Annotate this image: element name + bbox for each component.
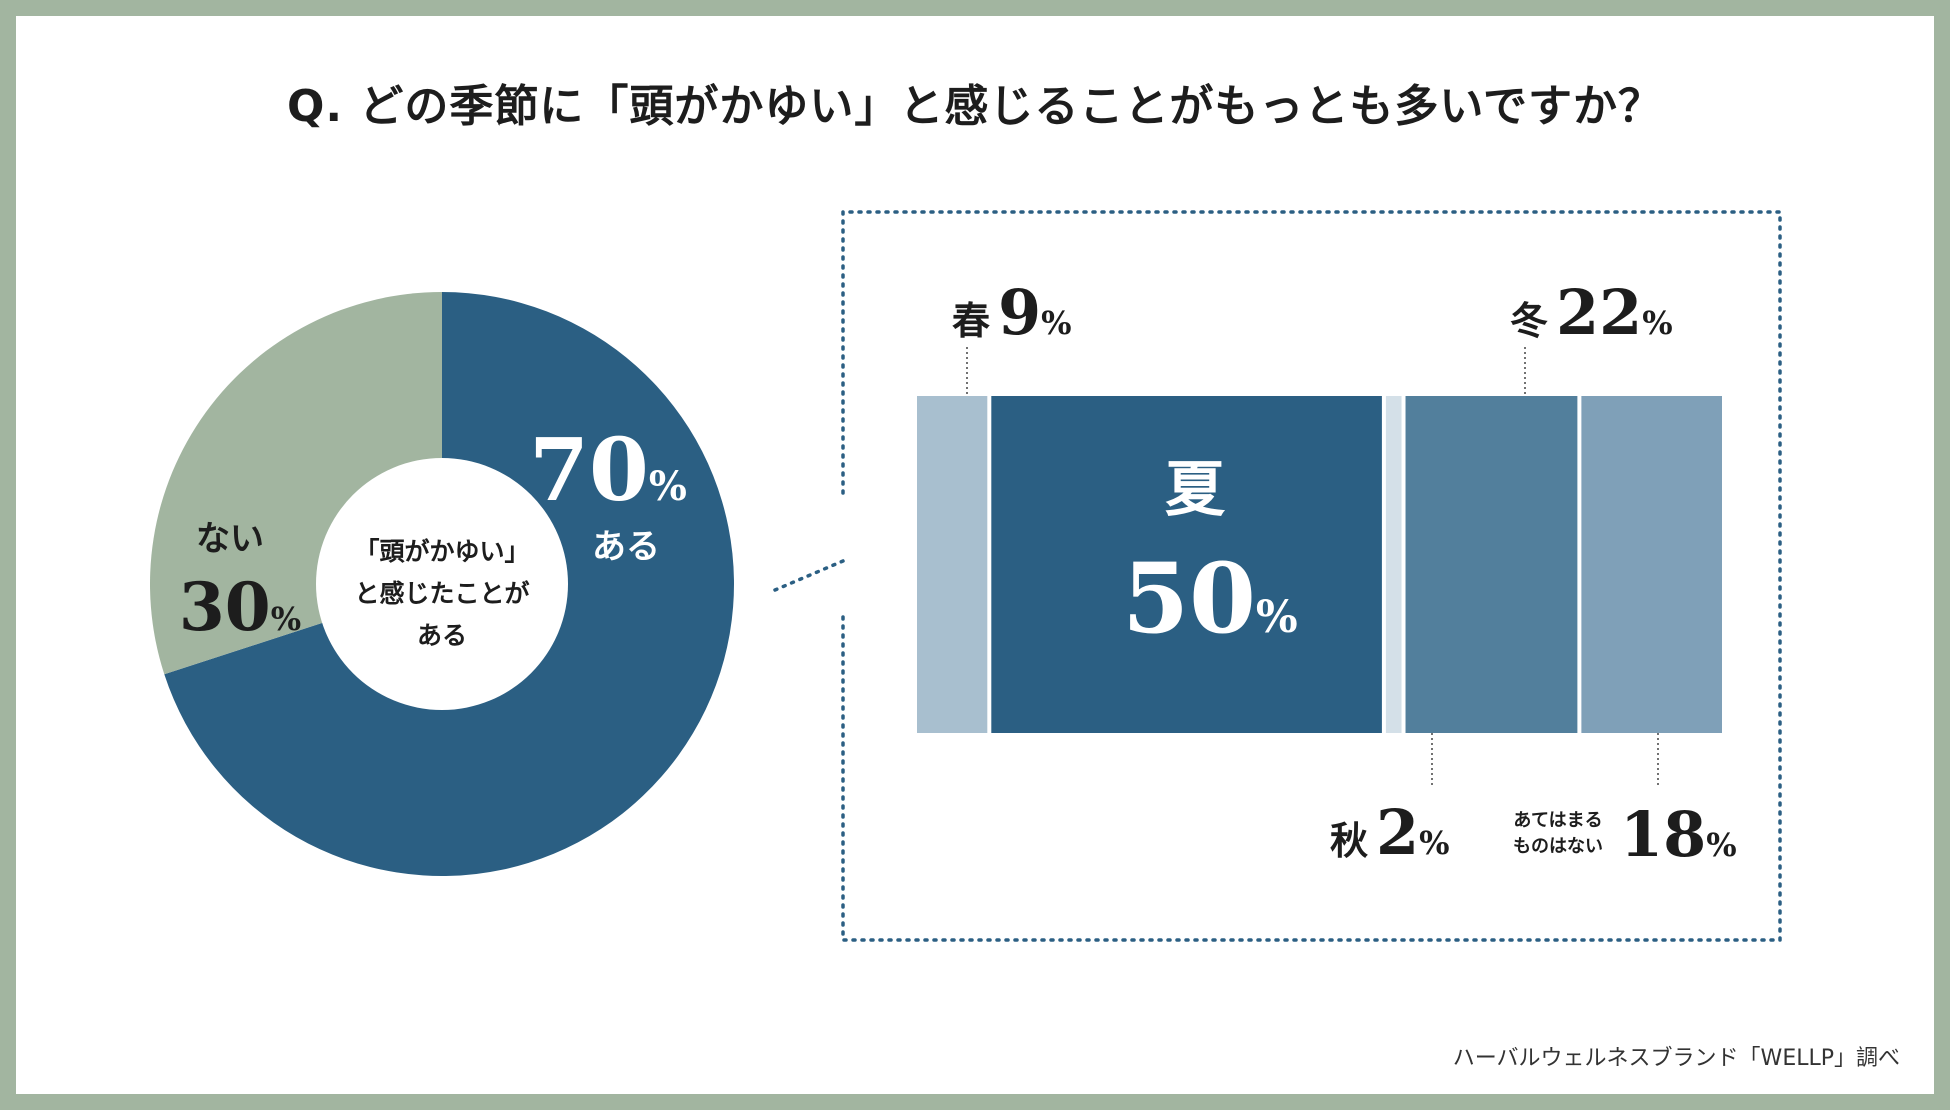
segment-winter-unit: % — [1642, 304, 1672, 342]
slice-aru-label: ある — [592, 527, 660, 567]
donut-chart: 「頭がかゆい」 と感じたことが ある 70% ある ない 30% — [149, 292, 735, 876]
bar-segment-spring — [917, 396, 988, 733]
slice-nai-unit: % — [271, 600, 301, 638]
segment-summer-label: 夏 — [1165, 455, 1226, 525]
segment-spring-unit: % — [1041, 304, 1071, 342]
season-stacked-bar — [917, 396, 1722, 733]
segment-summer-value: 50 — [1122, 542, 1256, 655]
bar-segment-none — [1581, 396, 1722, 733]
segment-none-label-line-2: ものはない — [1513, 836, 1603, 857]
chart-title: Q. どの季節に「頭がかゆい」と感じることがもっとも多いですか？ — [286, 81, 1664, 132]
segment-autumn-label: 秋 — [1330, 819, 1368, 863]
donut-center-label-line-2: と感じたことが — [354, 579, 529, 608]
segment-winter-value-label: 冬 22% — [1510, 276, 1673, 349]
segment-autumn-unit: % — [1419, 824, 1449, 862]
bar-segment-summer — [991, 396, 1382, 733]
segment-autumn-value-label: 秋 2% — [1330, 796, 1450, 869]
segment-spring-value-label: 春 9% — [952, 276, 1072, 349]
segment-autumn-value: 2 — [1376, 796, 1419, 869]
segment-none-label-line-1: あてはまる — [1513, 810, 1602, 831]
segment-none-unit: % — [1706, 826, 1736, 864]
segment-winter-label: 冬 — [1510, 299, 1548, 343]
segment-none-value-label: 18% — [1620, 798, 1737, 871]
slice-nai-label: ない — [196, 519, 264, 559]
bar-segment-winter — [1405, 396, 1578, 733]
callout-dotted-connector — [773, 559, 845, 592]
bar-segment-autumn — [1385, 396, 1402, 733]
segment-winter-value: 22 — [1556, 276, 1642, 349]
segment-summer-unit: % — [1256, 592, 1298, 643]
callout-dotted-frame — [841, 210, 1782, 942]
donut-center-label-line-3: ある — [417, 621, 467, 650]
slice-aru-unit: % — [649, 463, 687, 510]
segment-spring-label: 春 — [952, 299, 990, 343]
donut-center-label-line-1: 「頭がかゆい」 — [354, 537, 529, 566]
donut-hole — [316, 458, 568, 710]
segment-summer-value-label: 50% — [1122, 542, 1297, 655]
source-credit: ハーバルウェルネスブランド「WELLP」調べ — [1452, 1046, 1900, 1071]
slice-nai-value: 30 — [179, 568, 271, 646]
slice-aru-value: 70 — [529, 420, 649, 521]
segment-none-value: 18 — [1620, 798, 1706, 871]
slice-nai-value-label: 30% — [179, 568, 301, 646]
slice-aru-value-label: 70% — [529, 420, 687, 521]
segment-spring-value: 9 — [998, 276, 1041, 349]
